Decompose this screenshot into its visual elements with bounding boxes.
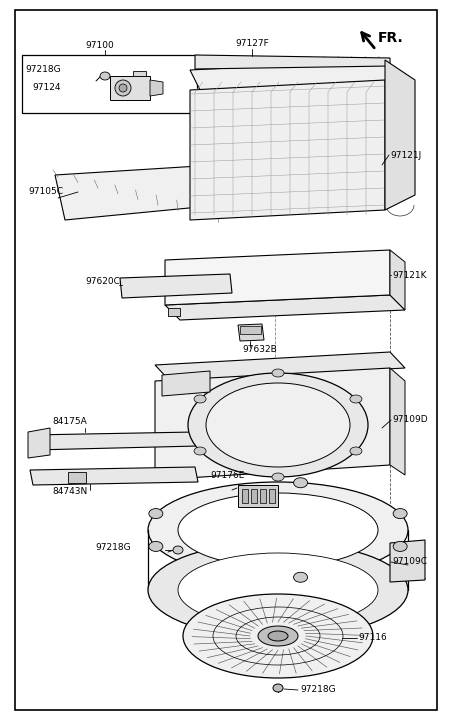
Bar: [251, 489, 257, 503]
Ellipse shape: [149, 509, 163, 518]
Polygon shape: [30, 432, 198, 450]
Text: 97116: 97116: [358, 633, 387, 643]
Bar: [260, 489, 266, 503]
Polygon shape: [165, 250, 390, 305]
Text: 97127F: 97127F: [235, 39, 269, 49]
Polygon shape: [238, 324, 264, 341]
Polygon shape: [162, 371, 210, 396]
Text: FR.: FR.: [378, 31, 404, 45]
Ellipse shape: [294, 478, 308, 488]
Ellipse shape: [100, 72, 110, 80]
Bar: [168, 308, 180, 316]
Polygon shape: [390, 368, 405, 475]
Ellipse shape: [173, 546, 183, 554]
Bar: [68, 472, 86, 483]
Ellipse shape: [194, 395, 206, 403]
Ellipse shape: [350, 395, 362, 403]
Ellipse shape: [272, 369, 284, 377]
Polygon shape: [385, 60, 415, 210]
Text: 97218G: 97218G: [25, 65, 61, 74]
Bar: [240, 326, 261, 334]
Polygon shape: [390, 250, 405, 310]
Ellipse shape: [115, 80, 131, 96]
Text: 97218G: 97218G: [95, 544, 130, 553]
Ellipse shape: [258, 626, 298, 646]
Polygon shape: [165, 295, 405, 320]
Polygon shape: [195, 55, 390, 69]
Text: 97620C: 97620C: [85, 278, 120, 286]
Polygon shape: [30, 467, 198, 485]
Polygon shape: [190, 60, 395, 90]
Text: 97121J: 97121J: [390, 150, 421, 159]
Ellipse shape: [178, 493, 378, 567]
Polygon shape: [155, 368, 390, 480]
Ellipse shape: [178, 553, 378, 627]
Text: 97176E: 97176E: [210, 472, 244, 481]
Ellipse shape: [294, 572, 308, 582]
Ellipse shape: [148, 542, 408, 638]
Ellipse shape: [194, 447, 206, 455]
Polygon shape: [155, 352, 405, 381]
Ellipse shape: [206, 383, 350, 467]
Ellipse shape: [393, 542, 407, 551]
Bar: [22, 55, 197, 113]
Polygon shape: [390, 540, 425, 582]
Polygon shape: [55, 165, 220, 220]
Ellipse shape: [149, 542, 163, 551]
Ellipse shape: [119, 84, 127, 92]
Ellipse shape: [183, 594, 373, 678]
Ellipse shape: [272, 473, 284, 481]
Bar: [269, 489, 275, 503]
Polygon shape: [150, 80, 163, 96]
Ellipse shape: [188, 373, 368, 477]
Text: 97218G: 97218G: [300, 686, 336, 694]
Bar: [242, 489, 248, 503]
Ellipse shape: [273, 684, 283, 692]
Ellipse shape: [148, 482, 408, 578]
Text: 84175A: 84175A: [52, 417, 87, 427]
Ellipse shape: [350, 447, 362, 455]
Text: 84743N: 84743N: [52, 488, 87, 497]
Text: 97109D: 97109D: [392, 416, 428, 425]
Polygon shape: [190, 80, 385, 220]
Text: 97100: 97100: [85, 41, 114, 49]
Text: 97632B: 97632B: [242, 345, 277, 355]
Ellipse shape: [268, 631, 288, 641]
Ellipse shape: [393, 509, 407, 518]
Text: 97105C: 97105C: [28, 188, 63, 196]
Polygon shape: [28, 428, 50, 458]
Polygon shape: [133, 71, 146, 76]
Text: 97121K: 97121K: [392, 270, 427, 279]
Text: 97109C: 97109C: [392, 558, 427, 566]
Text: 97124: 97124: [32, 84, 61, 92]
Polygon shape: [238, 485, 278, 507]
Polygon shape: [120, 274, 232, 298]
Polygon shape: [110, 76, 150, 100]
